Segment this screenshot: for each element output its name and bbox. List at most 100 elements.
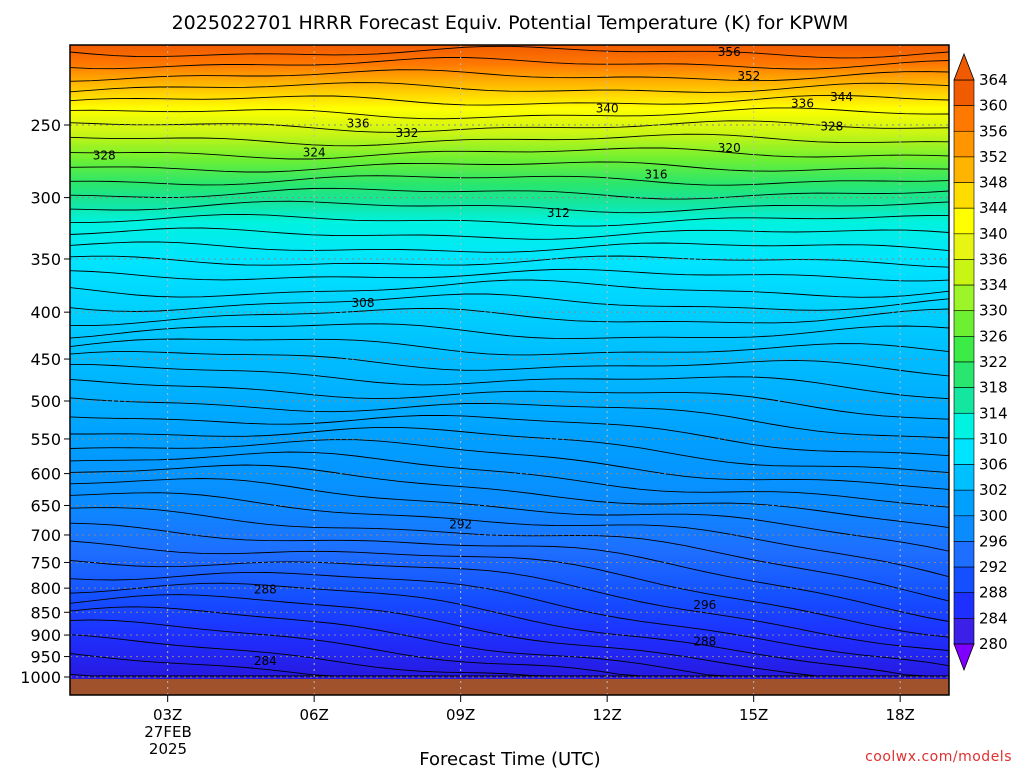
contour-line [70,426,949,474]
y-tick-label: 650 [30,496,61,515]
y-tick-label: 600 [30,465,61,484]
colorbar-label: 360 [979,97,1008,115]
colorbar-swatch [953,105,975,132]
colorbar-label: 340 [979,225,1008,243]
x-tick-label: 03Z [153,706,182,724]
contour-label: 356 [718,45,741,59]
colorbar-label: 306 [979,456,1008,474]
contour-line [70,397,949,439]
colorbar-label: 344 [979,199,1008,217]
colorbar-swatch [953,259,975,286]
contour-line [70,323,949,340]
y-tick-label: 400 [30,303,61,322]
field-fill [70,45,949,679]
contour-line [70,241,949,253]
contour-label: 340 [596,102,619,116]
contour-line [70,293,949,312]
x-axis-label: Forecast Time (UTC) [419,749,600,768]
contour-line [70,464,949,529]
contour-label: 288 [254,583,277,597]
colorbar-label: 314 [979,404,1008,422]
colorbar-swatch [953,489,975,517]
terrain-ground [70,679,949,695]
contour-line [70,94,949,106]
colorbar-label: 322 [979,353,1008,371]
colorbar-swatch [953,464,975,491]
colorbar-swatch [953,233,975,260]
contour-line [70,582,949,677]
colorbar-arrow-top [953,52,975,81]
y-tick-label: 950 [30,648,61,667]
contour-label: 320 [718,141,741,155]
colorbar-label: 330 [979,302,1008,320]
contour-line [70,57,949,70]
colorbar-swatch [953,592,975,619]
contour-line [70,673,949,677]
contour-label: 344 [830,90,853,104]
contour-label: 332 [395,126,418,140]
contour-label: 336 [791,97,814,111]
x-tick-label: 12Z [592,706,621,724]
colorbar-swatch [953,207,975,235]
contour-label: 284 [254,654,277,668]
colorbar-swatch [953,541,975,568]
contour-label: 336 [347,116,370,130]
contour-line [70,594,949,677]
contour-line [70,492,949,578]
y-tick-label: 300 [30,189,61,208]
contour-line [70,107,949,120]
contour-line [70,507,949,602]
contour-label: 316 [645,167,668,181]
y-axis: 250 300 350 400 450 500 550 600 650 700 750 800 850 9… [20,116,70,687]
x-date-year: 2025 [149,740,187,758]
colorbar-label: 300 [979,507,1008,525]
colorbar-label: 310 [979,430,1008,448]
colorbar-swatch [953,412,975,440]
y-tick-label: 250 [30,116,61,135]
contour-line [70,200,949,214]
x-tick-label: 09Z [446,706,475,724]
colorbar-label: 356 [979,122,1008,140]
contour-line [70,69,949,82]
contour-label: 328 [820,120,843,134]
colorbar-swatch [953,361,975,388]
contour-line [70,414,949,457]
contour-line [70,82,949,93]
contour-line [70,338,949,356]
colorbar-label: 336 [979,250,1008,268]
colorbar-swatch [953,566,975,594]
contour-label: 324 [303,146,326,160]
colorbar-label: 284 [979,609,1008,627]
colorbar-label: 280 [979,635,1008,653]
contour-label: 328 [93,149,116,163]
colorbar: 364 360 356 352 348 344 340 336 334 330 326 322 318 3… [953,52,1008,672]
contour-line [70,175,949,186]
contour-label: 296 [693,598,716,612]
x-axis: 27FEB 2025 03Z 06Z 09Z 12Z 15Z 18Z [144,695,915,758]
colorbar-swatch [953,156,975,183]
y-tick-label: 1000 [20,668,61,687]
colorbar-label: 318 [979,379,1008,397]
contour-line [70,571,949,667]
plot-area: 356 352 344 336 340 336 332 328 328 324 320 316 312 3… [69,44,950,696]
contour-line [70,559,949,652]
contour-line [70,451,949,508]
x-tick-label: 18Z [885,706,914,724]
contour-label: 308 [352,296,375,310]
y-tick-label: 550 [30,430,61,449]
colorbar-swatch [953,79,975,106]
contour-line [70,478,949,552]
contour-line [70,120,949,133]
chart-title: 2025022701 HRRR Forecast Equiv. Potentia… [172,12,849,34]
colorbar-swatch [953,515,975,542]
colorbar-arrow-bottom [953,643,975,672]
contour-line [70,363,949,400]
y-tick-label: 350 [30,250,61,269]
y-tick-label: 900 [30,626,61,645]
colorbar-swatch [953,618,975,645]
contour-line [70,378,949,420]
contour-line [70,439,949,490]
y-tick-label: 450 [30,350,61,369]
contour-label: 288 [693,635,716,649]
